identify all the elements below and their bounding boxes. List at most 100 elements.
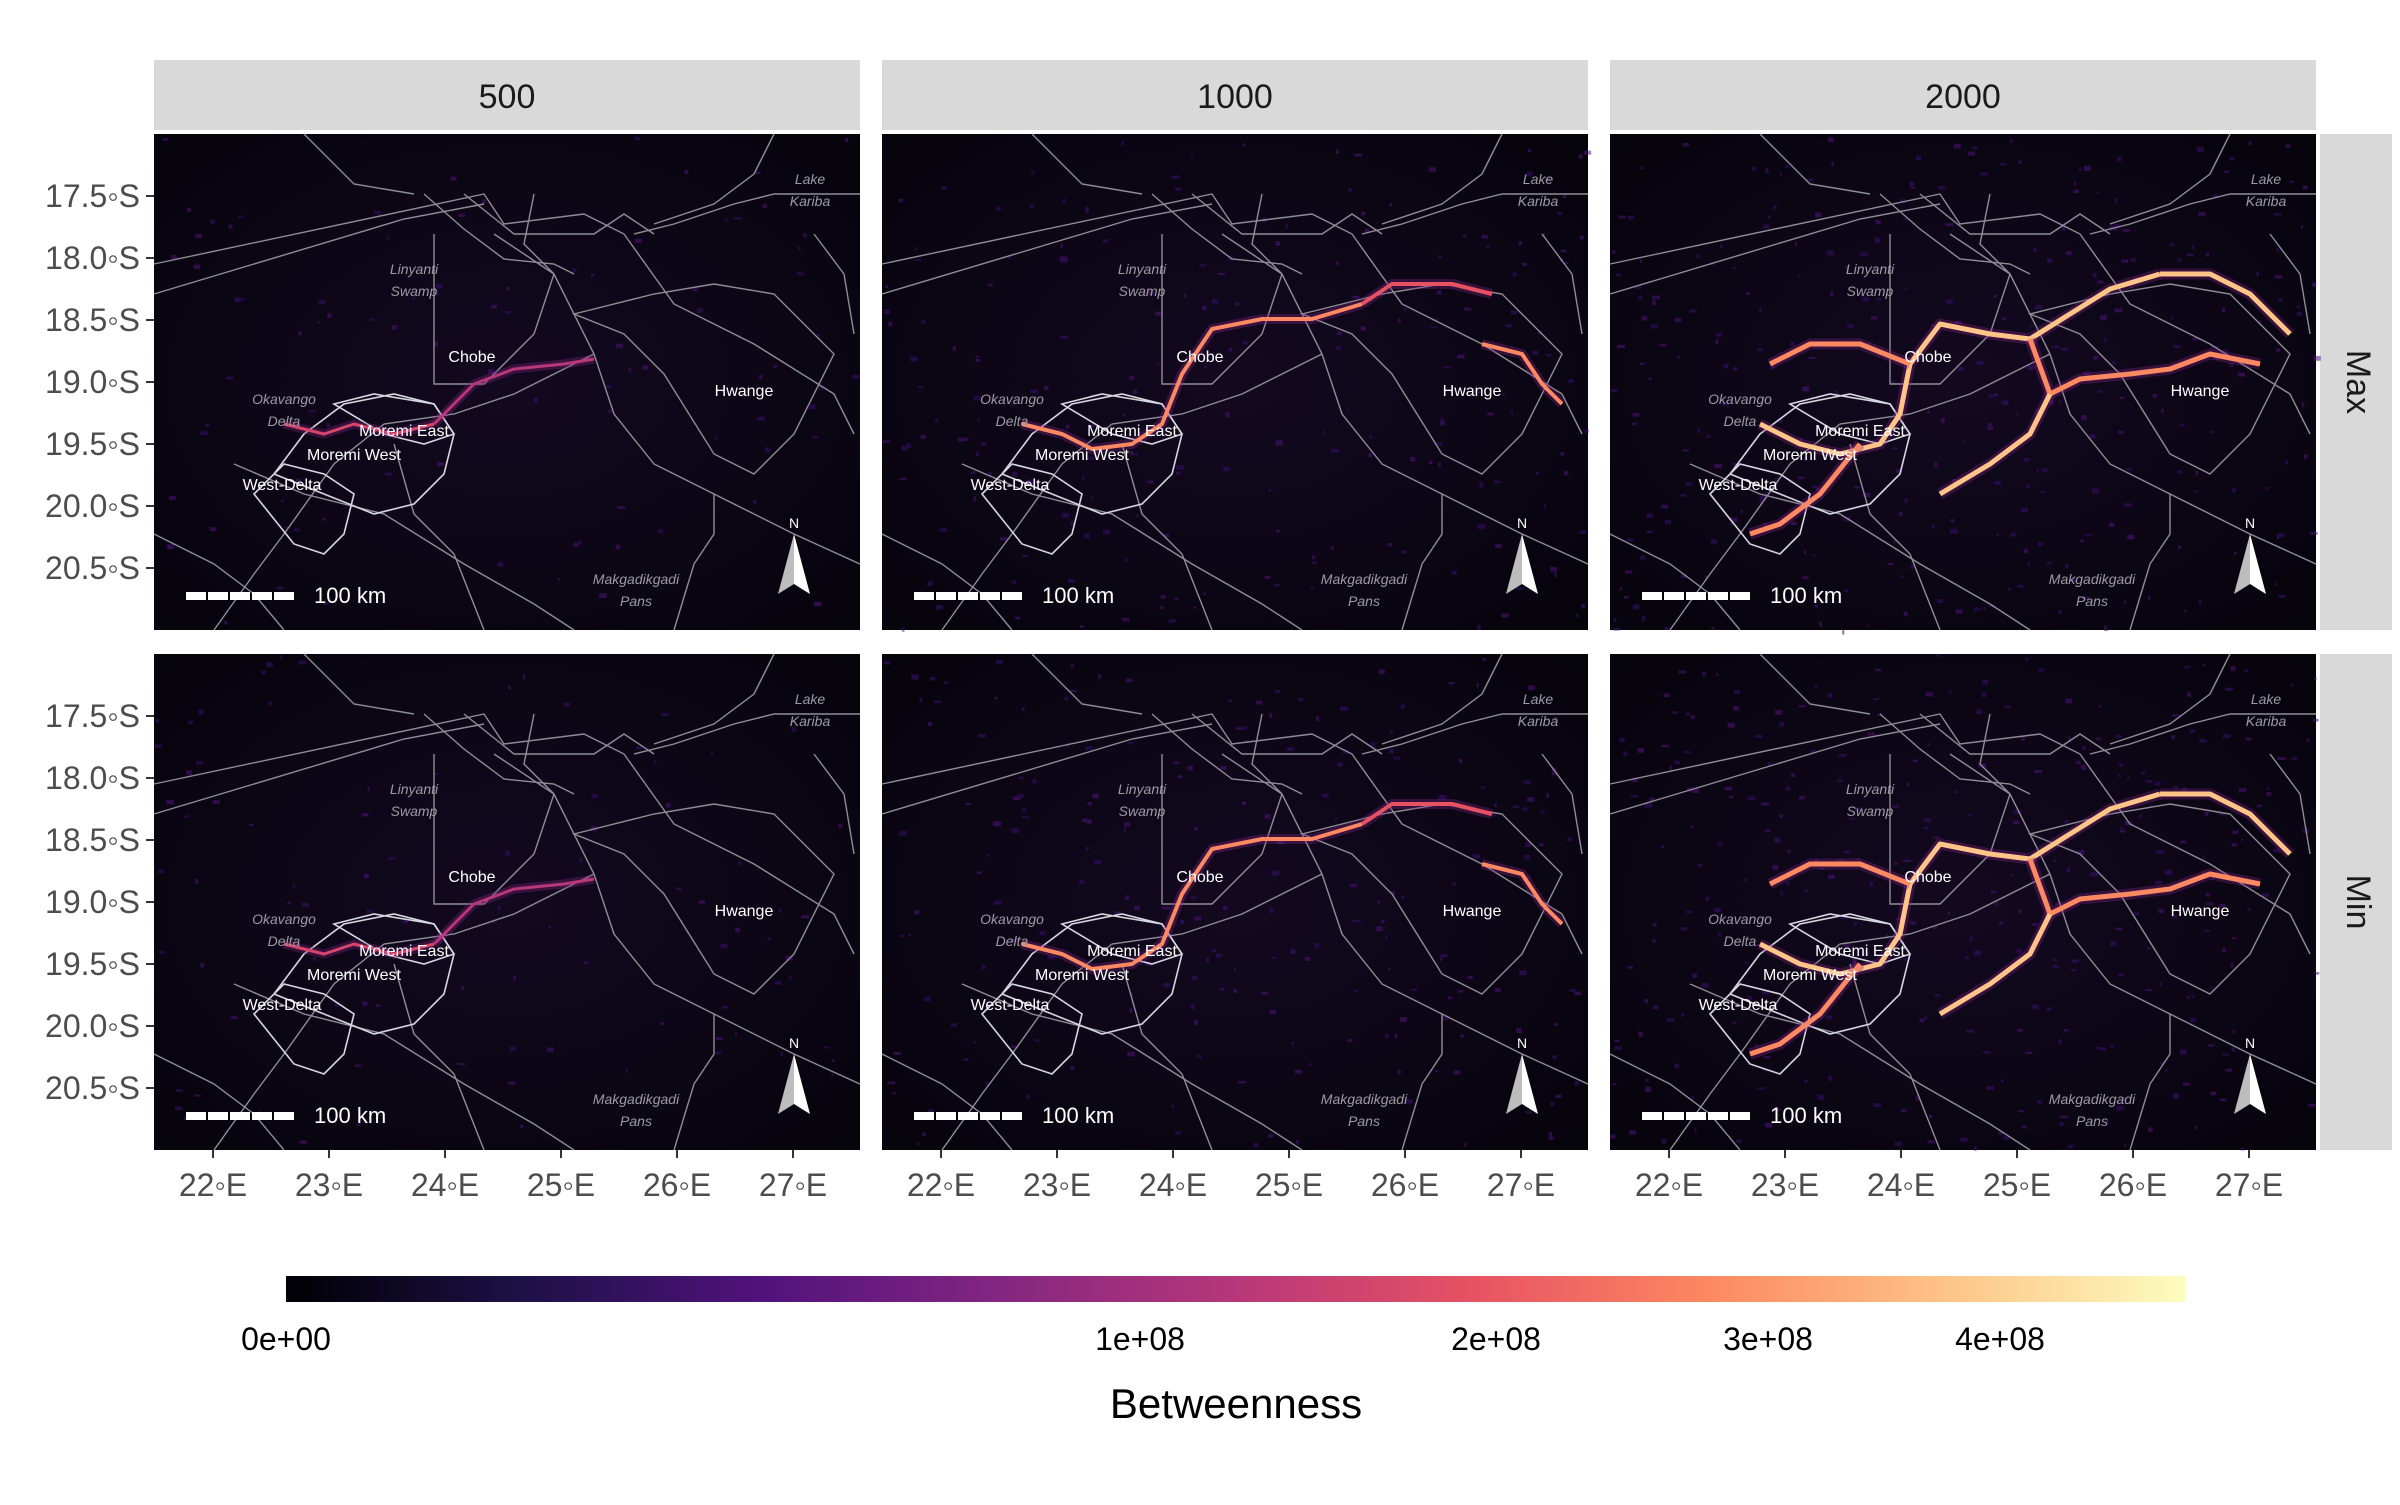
x-tick-label: 27◦E xyxy=(2215,1167,2283,1203)
betweenness-raster xyxy=(882,141,1592,632)
raster-cell xyxy=(1021,815,1029,819)
raster-cell xyxy=(2025,657,2029,661)
raster-cell xyxy=(1948,690,1953,693)
map-label-linyanti-1: Linyanti xyxy=(390,781,439,797)
scale-bar-segment xyxy=(1686,592,1706,600)
raster-cell xyxy=(2205,811,2209,816)
raster-cell xyxy=(978,734,986,738)
raster-cell xyxy=(1674,1063,1680,1069)
raster-cell xyxy=(2274,583,2277,586)
raster-cell xyxy=(1548,1132,1553,1138)
raster-cell xyxy=(1978,607,1982,611)
raster-cell xyxy=(1134,905,1140,910)
raster-cell xyxy=(1849,817,1856,820)
raster-cell xyxy=(1370,742,1376,747)
raster-cell xyxy=(1560,249,1567,253)
raster-cell xyxy=(1389,203,1393,207)
raster-cell xyxy=(2187,691,2191,696)
raster-cell xyxy=(223,620,228,625)
scale-bar: 100 km xyxy=(186,1103,386,1128)
boundary-line xyxy=(571,803,835,995)
scale-bar-segment xyxy=(1664,1112,1684,1120)
raster-cell xyxy=(1584,429,1589,433)
north-arrow-icon xyxy=(2250,1054,2266,1114)
raster-cell xyxy=(327,313,332,318)
raster-cell xyxy=(1933,925,1937,929)
raster-cell xyxy=(1910,564,1914,569)
raster-cell xyxy=(2141,771,2146,775)
raster-cell xyxy=(1625,570,1633,574)
raster-cell xyxy=(1122,413,1126,416)
scale-bar-segment xyxy=(252,1112,272,1120)
map-label-okavango-2: Delta xyxy=(268,933,301,949)
boundary-line xyxy=(1151,713,1303,795)
raster-cell xyxy=(2112,361,2117,365)
raster-cell xyxy=(2077,850,2085,855)
raster-cell xyxy=(2240,1148,2245,1151)
raster-cell xyxy=(1828,137,1834,142)
boundary-line xyxy=(213,353,595,631)
raster-cell xyxy=(927,721,933,726)
raster-cell xyxy=(2233,551,2237,555)
corridor-path xyxy=(2160,791,2292,856)
raster-cell xyxy=(1875,669,1882,672)
raster-cell xyxy=(1653,1005,1659,1010)
raster-cell xyxy=(2225,1068,2233,1072)
raster-cell xyxy=(2285,144,2291,148)
raster-cell xyxy=(1522,807,1528,811)
y-tick-label: 18.0◦S xyxy=(45,240,140,276)
raster-cell xyxy=(1031,171,1035,174)
raster-cell xyxy=(1523,780,1531,784)
raster-cell xyxy=(1462,234,1467,237)
raster-cell xyxy=(1674,318,1682,322)
raster-cell xyxy=(1403,308,1408,311)
raster-cell xyxy=(1489,813,1497,817)
raster-cell xyxy=(584,961,589,965)
raster-cell xyxy=(1996,533,1999,537)
raster-cell xyxy=(175,1106,183,1111)
raster-cell xyxy=(200,962,205,968)
raster-cell xyxy=(2023,458,2030,462)
raster-cell xyxy=(1632,413,1640,417)
raster-cell xyxy=(1934,994,1940,997)
raster-cell xyxy=(2219,903,2226,908)
raster-cell xyxy=(1291,949,1296,954)
scale-bar-segment xyxy=(914,592,934,600)
raster-cell xyxy=(1993,294,1997,298)
raster-cell xyxy=(298,331,302,336)
north-arrow: N xyxy=(1506,1035,1538,1114)
boundary-line xyxy=(303,653,415,715)
raster-cell xyxy=(1775,709,1783,715)
raster-cell xyxy=(1235,302,1239,306)
raster-cell xyxy=(803,233,807,238)
raster-cell xyxy=(318,300,325,305)
raster-cell xyxy=(1759,496,1767,501)
raster-cell xyxy=(1171,175,1180,179)
raster-cell xyxy=(1810,749,1816,754)
raster-cell xyxy=(1568,379,1574,383)
boundary-line xyxy=(1121,443,1213,631)
raster-cell xyxy=(2127,776,2130,781)
boundary-line xyxy=(1221,753,1589,1085)
raster-cell xyxy=(1032,779,1037,784)
raster-cell xyxy=(1652,300,1656,306)
boundary-line xyxy=(1031,653,1143,715)
protected-area-outline xyxy=(1787,393,1912,445)
raster-cell xyxy=(2100,1047,2107,1051)
raster-cell xyxy=(2308,1103,2316,1107)
map-label-chobe: Chobe xyxy=(1176,869,1223,886)
raster-cell xyxy=(2116,1101,2123,1105)
corridor-path xyxy=(1768,861,1911,887)
scale-bar-segment xyxy=(1730,592,1750,600)
raster-cell xyxy=(1163,982,1170,988)
raster-cell xyxy=(780,1052,783,1056)
raster-cell xyxy=(1691,788,1699,793)
raster-cell xyxy=(2069,577,2077,583)
raster-cell xyxy=(2082,596,2090,600)
boundary-line xyxy=(493,233,861,565)
map-label-okavango-2: Delta xyxy=(1724,933,1757,949)
boundary-line xyxy=(1031,133,1143,195)
boundary-line xyxy=(1609,723,1941,815)
raster-cell xyxy=(1892,447,1897,450)
raster-cell xyxy=(2049,400,2054,405)
